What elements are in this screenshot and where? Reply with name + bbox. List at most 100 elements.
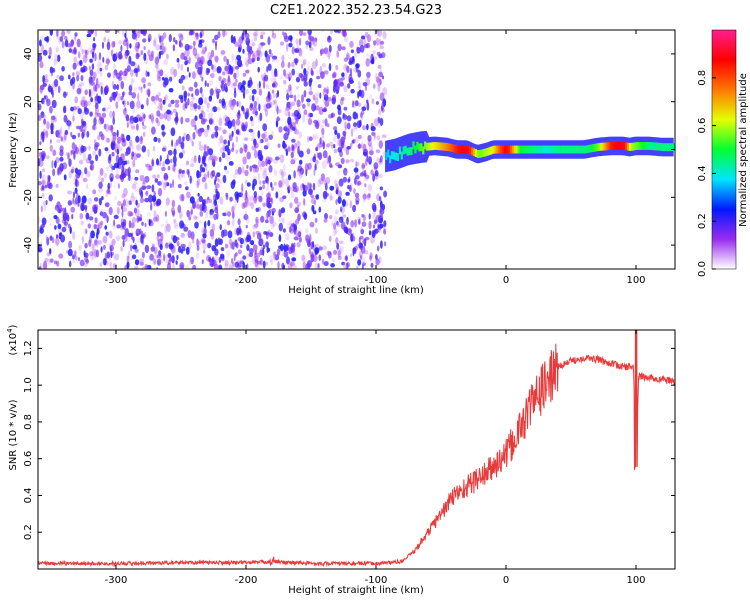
noise-speck [218, 256, 222, 264]
noise-speck [76, 38, 81, 48]
noise-speck [291, 46, 295, 55]
noise-speck [206, 146, 210, 152]
ridge-segment [630, 142, 633, 151]
noise-speck [85, 228, 88, 235]
noise-speck [337, 256, 342, 260]
noise-speck [355, 136, 359, 144]
noise-speck [343, 85, 348, 93]
noise-speck [233, 124, 236, 132]
noise-speck [156, 174, 160, 179]
noise-speck [92, 51, 95, 59]
noise-speck [294, 196, 299, 204]
noise-speck [344, 255, 348, 261]
noise-speck [335, 162, 340, 167]
noise-speck [81, 48, 84, 55]
noise-speck [280, 170, 284, 179]
noise-speck [178, 168, 183, 174]
noise-speck [42, 75, 46, 84]
noise-speck [55, 237, 60, 246]
noise-speck [377, 224, 383, 230]
noise-speck [143, 114, 146, 119]
noise-speck [228, 134, 233, 142]
noise-speck [71, 168, 74, 174]
noise-speck [177, 204, 182, 214]
snr-x-label: Height of straight line (km) [288, 585, 424, 596]
noise-speck [183, 100, 189, 108]
noise-speck [364, 236, 370, 241]
noise-speck [316, 90, 320, 98]
noise-speck [188, 241, 192, 250]
noise-speck [109, 180, 112, 189]
noise-speck [198, 195, 203, 203]
noise-speck [120, 221, 125, 228]
noise-speck [113, 255, 116, 261]
noise-speck [131, 192, 135, 198]
noise-speck [209, 79, 214, 86]
noise-speck [157, 70, 161, 79]
noise-speck [80, 145, 85, 154]
noise-speck [81, 96, 86, 102]
noise-speck [290, 151, 294, 159]
noise-speck [151, 184, 155, 193]
noise-speck [80, 74, 84, 82]
noise-speck [82, 120, 87, 127]
noise-speck [159, 243, 163, 251]
noise-speck [227, 230, 233, 239]
noise-speck [311, 61, 317, 70]
noise-speck [380, 240, 383, 249]
ridge-segment [455, 145, 458, 154]
noise-speck [352, 100, 358, 108]
noise-speck [163, 111, 168, 120]
noise-speck [282, 55, 284, 62]
ridge-segment [662, 143, 665, 152]
noise-speck [352, 100, 355, 108]
noise-speck [354, 177, 357, 185]
noise-speck [188, 56, 191, 65]
noise-speck [294, 231, 298, 236]
ridge-segment [578, 145, 581, 154]
noise-speck [303, 184, 308, 193]
noise-speck [201, 167, 206, 173]
noise-speck [39, 262, 42, 269]
noise-speck [301, 94, 304, 103]
noise-speck [278, 209, 282, 218]
noise-speck [232, 102, 235, 108]
noise-speck [235, 118, 241, 126]
ridge-segment [416, 141, 419, 150]
noise-speck [194, 88, 200, 96]
noise-speck [162, 99, 166, 105]
noise-speck [351, 232, 355, 238]
noise-speck [139, 258, 145, 263]
ridge-segment [619, 142, 622, 150]
noise-speck [97, 95, 102, 104]
noise-speck [182, 103, 186, 111]
noise-speck [315, 194, 320, 200]
noise-speck [74, 167, 79, 174]
noise-speck [367, 138, 372, 147]
noise-speck [168, 34, 172, 43]
noise-speck [358, 119, 362, 127]
noise-speck [345, 262, 349, 269]
noise-speck [166, 112, 171, 122]
noise-speck [115, 235, 121, 242]
noise-speck [372, 224, 376, 229]
noise-speck [156, 73, 160, 81]
noise-speck [151, 95, 156, 102]
noise-speck [96, 112, 101, 117]
noise-speck [241, 230, 244, 236]
noise-speck [223, 55, 227, 62]
noise-speck [373, 162, 379, 170]
noise-speck [303, 81, 308, 87]
noise-speck [306, 182, 311, 191]
noise-speck [157, 181, 162, 186]
noise-speck [142, 265, 148, 269]
noise-speck [251, 42, 256, 47]
noise-speck [93, 117, 97, 126]
ridge-segment [628, 143, 632, 151]
x-tick-label: -300 [105, 575, 128, 586]
noise-speck [139, 112, 144, 122]
ridge-segment [554, 145, 557, 154]
noise-speck [130, 244, 133, 252]
noise-speck [49, 30, 53, 36]
